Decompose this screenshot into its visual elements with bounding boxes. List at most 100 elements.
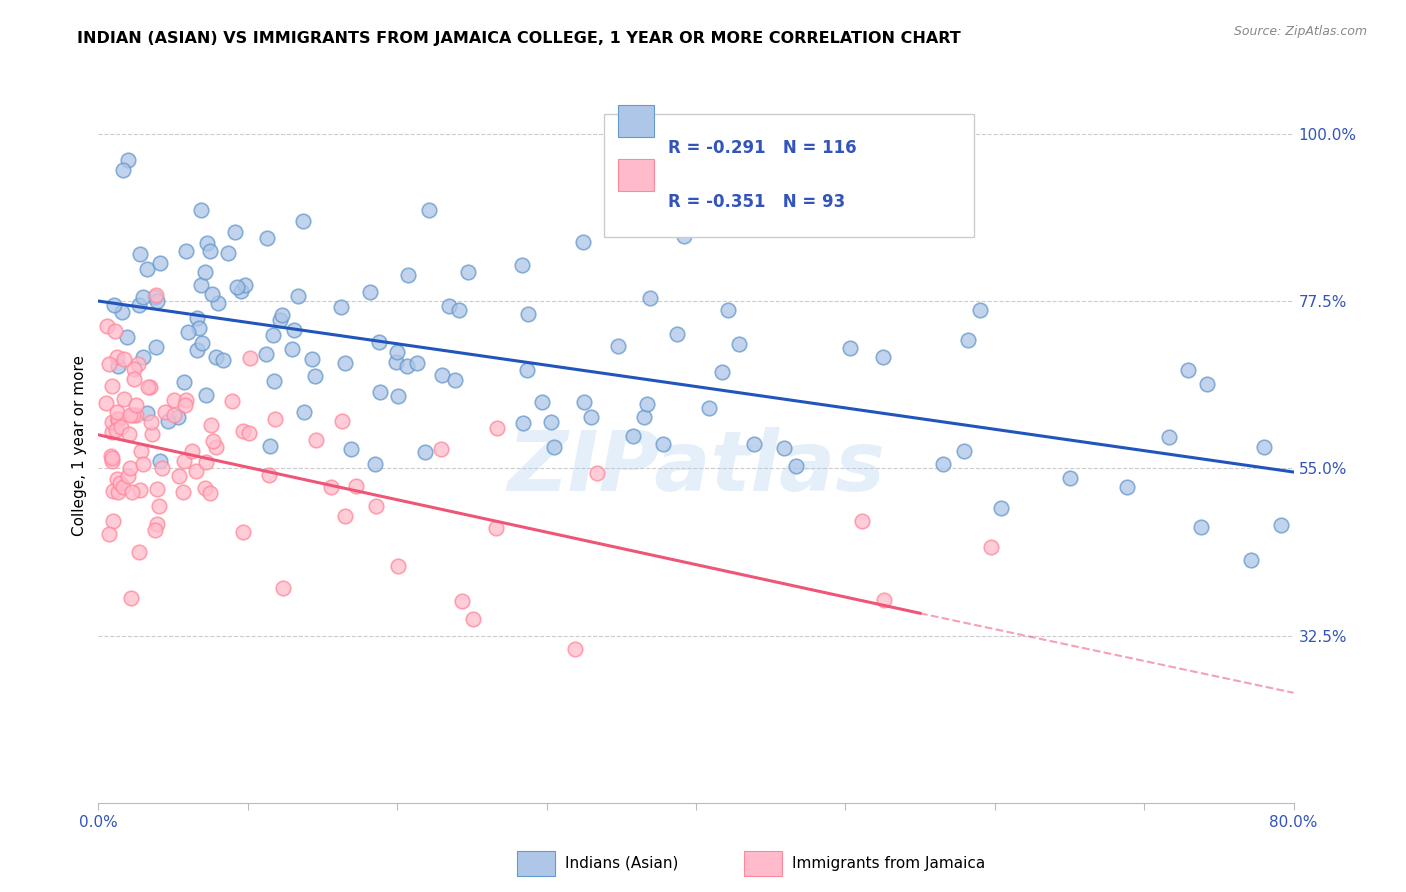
Point: [121, 591, 143, 606]
Point: [1177, 363, 1199, 377]
Point: [368, 384, 391, 399]
Point: [187, 321, 209, 335]
Point: [145, 524, 167, 538]
Point: [195, 387, 218, 401]
Text: ZIPatlas: ZIPatlas: [508, 427, 884, 508]
Point: [184, 465, 207, 479]
Point: [97, 357, 120, 371]
Point: [110, 475, 132, 490]
Point: [271, 581, 294, 595]
Point: [112, 392, 135, 407]
Point: [107, 413, 129, 427]
Point: [450, 593, 472, 607]
Point: [232, 424, 254, 438]
Point: [148, 499, 170, 513]
Bar: [619, 159, 654, 191]
Point: [141, 427, 163, 442]
Point: [385, 344, 408, 359]
Point: [163, 409, 186, 423]
Point: [287, 288, 309, 302]
Point: [132, 457, 155, 471]
Point: [107, 412, 129, 426]
Point: [125, 398, 148, 412]
Point: [118, 427, 141, 442]
Text: Indians (Asian): Indians (Asian): [565, 856, 678, 871]
Point: [980, 540, 1002, 554]
Point: [364, 499, 387, 513]
Text: R = -0.291   N = 116: R = -0.291 N = 116: [668, 139, 858, 157]
Point: [136, 380, 159, 394]
Point: [105, 350, 128, 364]
Point: [301, 352, 323, 367]
Point: [447, 303, 470, 318]
Point: [117, 153, 139, 167]
Point: [143, 289, 166, 303]
Point: [167, 468, 190, 483]
Point: [131, 351, 153, 365]
Point: [204, 351, 226, 365]
Point: [122, 362, 145, 376]
Point: [281, 342, 304, 356]
Point: [111, 163, 134, 178]
Point: [145, 294, 167, 309]
Point: [195, 236, 218, 251]
Y-axis label: College, 1 year or more: College, 1 year or more: [72, 356, 87, 536]
Point: [262, 328, 284, 343]
Point: [254, 347, 277, 361]
Point: [190, 278, 212, 293]
Point: [173, 454, 195, 468]
Point: [517, 307, 540, 321]
Point: [672, 229, 695, 244]
Point: [194, 481, 217, 495]
Point: [145, 287, 167, 301]
Point: [127, 357, 149, 371]
Point: [1197, 377, 1219, 392]
Point: [121, 484, 143, 499]
Text: R = -0.351   N = 93: R = -0.351 N = 93: [668, 193, 846, 211]
Point: [851, 514, 873, 528]
Point: [872, 350, 894, 364]
Point: [138, 379, 160, 393]
Point: [101, 415, 124, 429]
Point: [540, 415, 562, 429]
Point: [305, 433, 328, 447]
Point: [636, 397, 658, 411]
Point: [330, 300, 353, 314]
Point: [387, 559, 409, 574]
Point: [149, 453, 172, 467]
Point: [135, 261, 157, 276]
Point: [100, 454, 122, 468]
Point: [457, 265, 479, 279]
Point: [224, 225, 246, 239]
Point: [364, 457, 387, 471]
Point: [633, 410, 655, 425]
Point: [232, 525, 254, 540]
Point: [96, 396, 118, 410]
Point: [205, 440, 228, 454]
Point: [149, 256, 172, 270]
Point: [107, 412, 129, 426]
Point: [344, 479, 367, 493]
Point: [744, 437, 766, 451]
Bar: [517, 851, 555, 876]
Point: [122, 372, 145, 386]
Point: [773, 441, 796, 455]
Point: [430, 442, 453, 457]
Point: [957, 334, 980, 348]
Point: [200, 417, 222, 432]
Point: [145, 483, 167, 497]
Point: [107, 359, 129, 373]
Point: [191, 335, 214, 350]
Point: [638, 291, 661, 305]
Bar: [619, 105, 654, 137]
Point: [665, 326, 688, 341]
Point: [263, 374, 285, 388]
Point: [873, 593, 896, 607]
Point: [103, 298, 125, 312]
Point: [129, 247, 152, 261]
Point: [128, 545, 150, 559]
Point: [1270, 518, 1292, 533]
Point: [103, 515, 125, 529]
Point: [101, 425, 124, 439]
Point: [785, 459, 807, 474]
